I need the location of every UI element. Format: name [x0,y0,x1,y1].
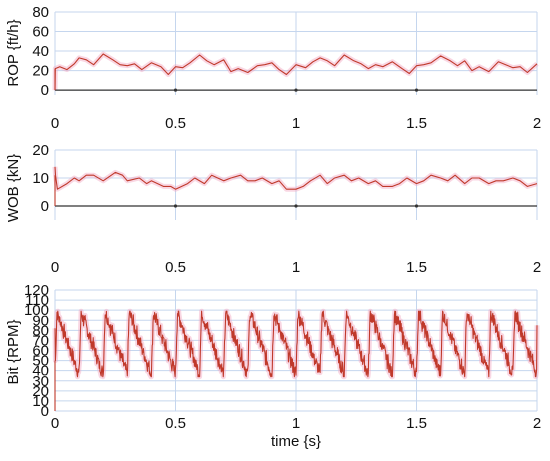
x-tick-label: 1.5 [406,259,427,276]
x-tick-label: 0 [51,115,59,132]
x-tick-label: 1 [292,115,300,132]
x-tick-label: 1 [292,415,300,432]
x-tick-label: 0 [51,415,59,432]
wob-x-ticks: 0 0.5 1 1.5 2 [51,259,541,276]
rop-baseline [55,88,537,92]
series-line [54,166,538,190]
y-tick-label: 20 [32,142,49,159]
x-tick-label: 1.5 [406,415,427,432]
y-tick-label: 20 [32,383,49,400]
y-tick-label: 60 [32,343,49,360]
y-tick-label: 110 [25,292,49,309]
y-tick-label: 100 [24,302,49,319]
y-tick-label: 80 [32,322,49,339]
x-tick-label: 0 [51,259,59,276]
y-tick-label: 30 [32,373,49,390]
x-tick-label: 0.5 [165,415,186,432]
y-tick-label: 80 [32,4,49,21]
y-tick-label: 10 [32,393,49,410]
chart-wob: 0 10 20 0 0.5 1 1.5 2 WOB {kN} [5,142,541,276]
bit-rpm-x-ticks: 0 0.5 1 1.5 2 [51,415,541,432]
y-tick-label: 20 [32,63,49,80]
y-tick-label: 0 [41,82,49,99]
y-tick-label: 70 [32,332,49,349]
y-tick-label: 50 [32,353,49,370]
x-tick-label: 2 [533,259,541,276]
y-tick-label: 40 [32,363,49,380]
y-tick-label: 0 [41,403,49,420]
wob-y-ticks: 0 10 20 [32,142,49,215]
x-tick-label: 1 [292,259,300,276]
x-tick-label: 2 [533,415,541,432]
y-tick-label: 0 [41,198,49,215]
baseline-marker [414,204,419,208]
rop-x-ticks: 0 0.5 1 1.5 2 [51,115,541,132]
series-line [54,310,538,378]
bit-rpm-series [54,310,538,411]
wob-series [54,166,538,206]
y-tick-label: 10 [32,170,49,187]
y-tick-label: 120 [24,282,49,299]
x-tick-label: 1.5 [406,115,427,132]
series-line [54,53,538,91]
x-axis-label: time {s} [271,433,321,450]
wob-baseline [55,204,537,208]
baseline-marker [294,204,298,208]
baseline-marker [173,88,178,92]
rop-grid [54,11,538,95]
bit-rpm-y-axis-label: Bit {RPM} [5,319,22,384]
baseline-marker [414,88,419,92]
x-tick-label: 2 [533,115,541,132]
rop-y-ticks: 0 20 40 60 80 [32,4,49,99]
y-tick-label: 60 [32,24,49,41]
chart-rop: 0 20 40 60 80 0 0.5 1 1.5 2 ROP {ft/h} [5,4,541,132]
baseline-marker [294,88,298,92]
baseline-marker [173,204,178,208]
rop-y-axis-label: ROP {ft/h} [5,19,22,86]
wob-y-axis-label: WOB {kN} [5,154,22,222]
rop-series [54,53,538,91]
x-tick-label: 0.5 [165,115,186,132]
y-tick-label: 90 [32,312,49,329]
y-tick-label: 40 [32,43,49,60]
x-tick-label: 0.5 [165,259,186,276]
